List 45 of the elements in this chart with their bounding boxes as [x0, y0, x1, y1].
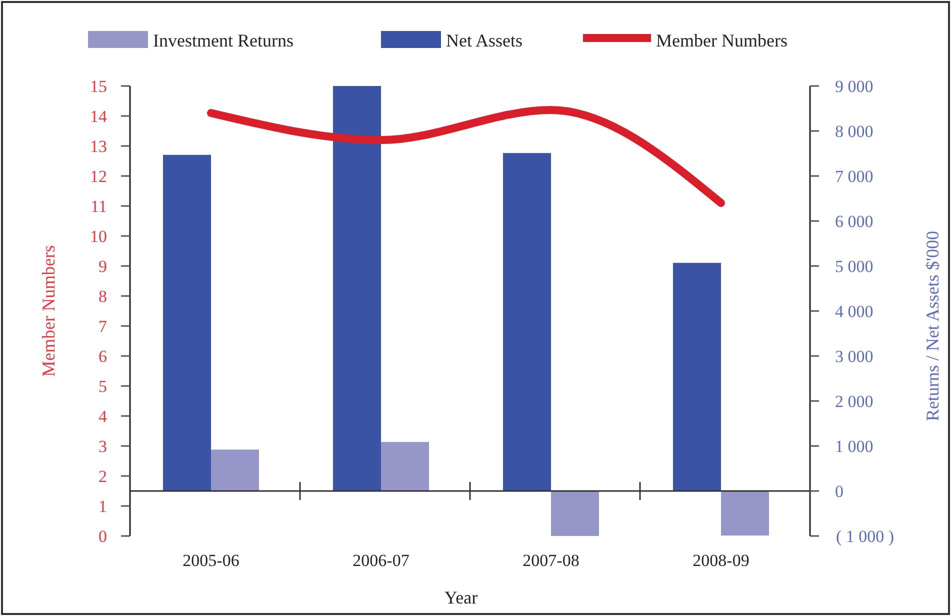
legend-label: Investment Returns [153, 30, 294, 50]
y2-tick-label: 8 000 [835, 122, 874, 141]
y2-axis-title: Returns / Net Assets $'000 [922, 230, 942, 422]
legend-label: Net Assets [446, 30, 522, 50]
y2-tick-label: 7 000 [835, 166, 874, 186]
y2-tick-label: 2 000 [835, 392, 874, 411]
x-axis-title: Year [444, 587, 478, 608]
y-tick-label: 5 [98, 376, 107, 396]
y-tick-label: 13 [90, 136, 107, 156]
bar [163, 154, 211, 491]
y-tick-label: 11 [90, 196, 107, 216]
bar [551, 491, 599, 536]
y-axis-title: Member Numbers [38, 245, 58, 377]
y-tick-label: 8 [98, 286, 107, 306]
legend-label: Member Numbers [656, 30, 788, 50]
y-tick-label: 3 [98, 436, 107, 456]
y-tick-label: 12 [90, 166, 107, 186]
y-tick-label: 2 [98, 466, 107, 486]
y2-tick-label: 5 000 [835, 256, 874, 276]
y-tick-label: 6 [98, 346, 107, 366]
y2-tick-label: 0 [835, 482, 844, 501]
x-tick-label: 2008-09 [692, 550, 750, 570]
y-tick-label: 0 [98, 526, 107, 546]
y2-tick-label: 3 000 [835, 346, 874, 366]
bar [381, 442, 429, 491]
y-tick-label: 14 [90, 106, 108, 126]
y-tick-label: 7 [98, 316, 108, 336]
y-tick-label: 1 [98, 496, 107, 516]
bar [503, 153, 551, 491]
bar [211, 450, 259, 491]
bar [673, 262, 721, 491]
bar [333, 86, 381, 491]
x-tick-label: 2007-08 [522, 550, 580, 570]
x-tick-label: 2005-06 [182, 550, 240, 570]
y-tick-label: 10 [90, 226, 107, 246]
x-tick-label: 2006-07 [352, 550, 410, 570]
y-tick-label: 4 [98, 406, 108, 426]
bar [721, 491, 769, 536]
y2-tick-label: 9 000 [835, 76, 874, 96]
y2-tick-label: 6 000 [835, 212, 874, 231]
y-tick-label: 9 [98, 256, 107, 276]
y2-tick-label: ( 1 000 ) [836, 526, 894, 546]
y-tick-label: 15 [90, 76, 107, 96]
y2-tick-label: 1 000 [835, 436, 874, 456]
y2-tick-label: 4 000 [835, 302, 874, 321]
